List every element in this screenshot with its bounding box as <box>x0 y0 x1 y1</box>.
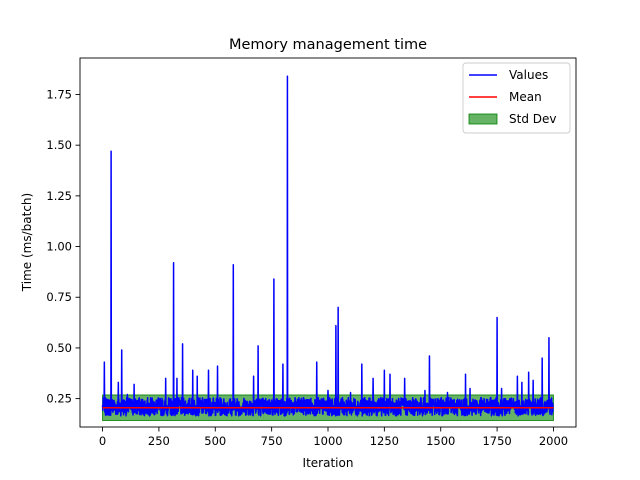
x-axis-label: Iteration <box>303 456 354 470</box>
y-tick-label: 1.25 <box>46 189 72 203</box>
x-tick-label: 2000 <box>539 434 568 448</box>
x-axis-ticks: 0 250 500 750 1000 1250 1500 1750 2000 <box>99 427 568 448</box>
x-tick-label: 1500 <box>426 434 455 448</box>
legend: Values Mean Std Dev <box>462 62 571 134</box>
legend-label-mean: Mean <box>509 90 542 104</box>
y-tick-label: 1.50 <box>46 138 72 152</box>
legend-swatch-std-dev <box>468 113 498 125</box>
y-tick-label: 0.25 <box>46 392 72 406</box>
y-tick-label: 1.75 <box>46 87 72 101</box>
x-tick-label: 1000 <box>313 434 342 448</box>
x-tick-label: 250 <box>148 434 170 448</box>
x-tick-label: 500 <box>204 434 226 448</box>
y-axis-label: Time (ms/batch) <box>20 193 34 292</box>
plot-area <box>101 75 554 421</box>
x-tick-label: 0 <box>99 434 106 448</box>
x-tick-label: 1250 <box>370 434 399 448</box>
legend-label-values: Values <box>509 68 548 82</box>
legend-label-std-dev: Std Dev <box>509 112 556 126</box>
x-tick-label: 1750 <box>482 434 511 448</box>
values-line <box>101 75 554 417</box>
x-tick-label: 750 <box>261 434 283 448</box>
y-tick-label: 1.00 <box>46 240 72 254</box>
y-tick-label: 0.50 <box>46 341 72 355</box>
legend-items: Values Mean Std Dev <box>468 68 556 126</box>
chart-title: Memory management time <box>229 37 427 53</box>
y-tick-label: 0.75 <box>46 290 72 304</box>
y-axis-ticks: 0.25 0.50 0.75 1.00 1.25 1.50 1.75 <box>46 87 80 406</box>
values-series-layer <box>101 75 554 417</box>
